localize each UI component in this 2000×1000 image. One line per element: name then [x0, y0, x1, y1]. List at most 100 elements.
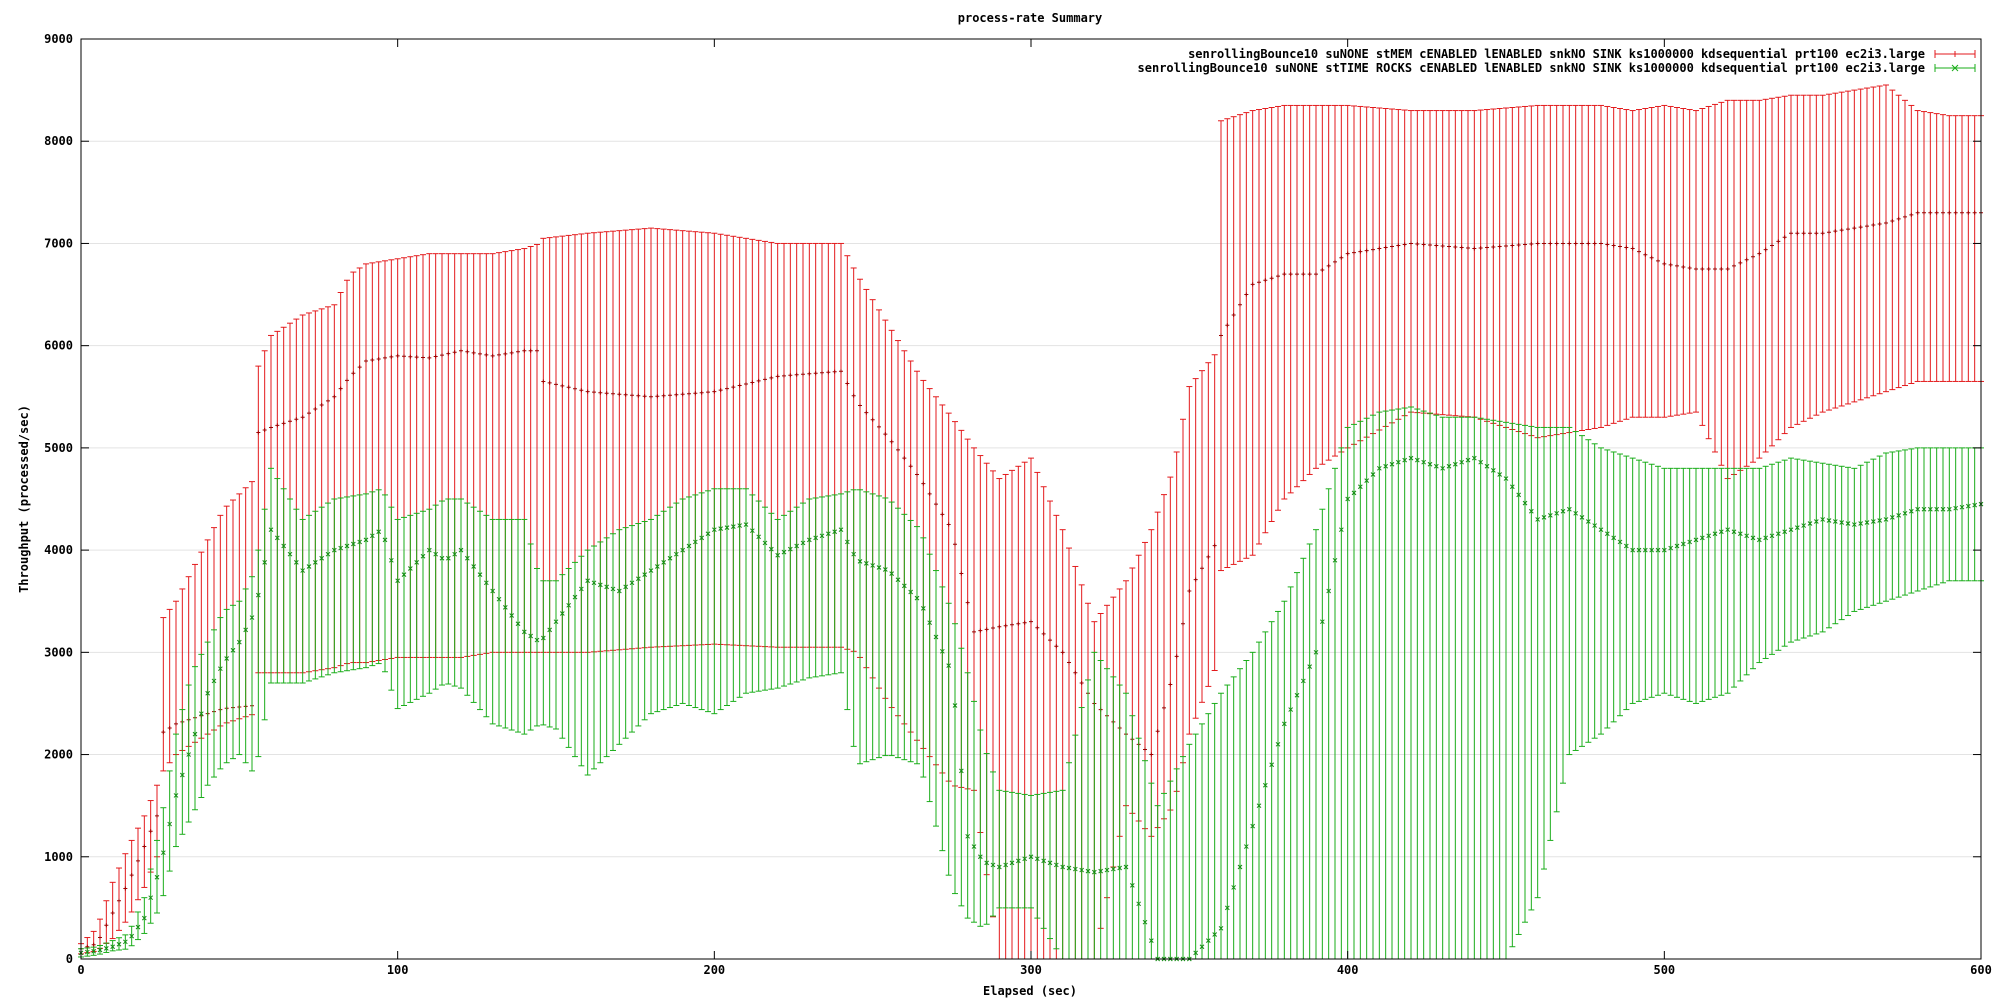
data-point	[1143, 747, 1147, 752]
data-point	[1808, 231, 1812, 236]
y-tick-label: 8000	[44, 134, 73, 148]
data-point	[1636, 547, 1642, 553]
data-point	[744, 382, 748, 386]
data-point	[1959, 504, 1965, 510]
data-point	[1123, 864, 1129, 870]
data-point	[1238, 302, 1242, 307]
data-point	[1642, 547, 1648, 553]
data-point	[1915, 506, 1921, 512]
data-point	[1586, 241, 1591, 246]
data-point	[1699, 535, 1705, 541]
data-point	[864, 410, 869, 415]
data-point	[1706, 267, 1711, 271]
data-point	[1864, 520, 1870, 525]
data-point	[1200, 566, 1204, 571]
data-point	[1788, 527, 1794, 533]
data-point	[421, 355, 425, 360]
data-point	[1048, 638, 1052, 643]
data-point	[1294, 692, 1300, 698]
data-point	[1896, 216, 1901, 221]
data-point	[1010, 622, 1014, 627]
data-point	[293, 560, 299, 565]
data-point	[572, 594, 578, 600]
data-point	[446, 351, 451, 356]
data-point	[1333, 259, 1337, 264]
data-point	[825, 531, 831, 537]
data-point	[1091, 869, 1097, 875]
data-point	[1560, 508, 1566, 514]
data-point	[287, 551, 293, 557]
data-point	[1795, 231, 1800, 236]
data-point	[1490, 468, 1496, 473]
data-point	[1516, 492, 1522, 498]
data-point	[230, 647, 236, 653]
data-point	[1358, 249, 1363, 254]
data-point	[1465, 457, 1471, 463]
data-point	[1257, 280, 1261, 285]
data-point	[775, 374, 780, 379]
data-point	[1428, 242, 1432, 247]
x-tick-label: 400	[1337, 963, 1359, 977]
data-point	[534, 637, 540, 643]
data-point	[705, 531, 711, 537]
data-point	[155, 813, 159, 818]
data-point	[1865, 224, 1869, 229]
data-point	[1605, 242, 1610, 247]
data-point	[426, 547, 432, 553]
data-point	[1275, 741, 1281, 747]
data-point	[1814, 231, 1819, 236]
data-point	[782, 373, 786, 378]
x-tick-label: 100	[387, 963, 409, 977]
data-point	[98, 935, 102, 940]
data-point	[1471, 455, 1477, 461]
data-point	[655, 394, 660, 399]
data-point	[1599, 241, 1603, 246]
data-point	[1047, 860, 1053, 866]
data-point	[1307, 664, 1313, 669]
data-point	[724, 525, 730, 530]
data-point	[914, 595, 920, 601]
data-point	[1060, 650, 1065, 655]
data-point	[1921, 506, 1927, 512]
data-point	[1909, 212, 1914, 217]
data-point	[1276, 274, 1280, 279]
data-point	[1218, 925, 1224, 931]
data-point	[547, 627, 553, 633]
data-point	[528, 633, 534, 639]
data-point	[1452, 461, 1458, 467]
data-point	[1041, 858, 1047, 864]
data-point	[1256, 803, 1262, 809]
data-point	[167, 821, 173, 827]
y-tick-label: 1000	[44, 850, 73, 864]
data-point	[522, 348, 527, 353]
data-point	[1624, 245, 1629, 250]
data-point	[1858, 521, 1864, 526]
data-point	[1250, 282, 1255, 287]
data-point	[427, 355, 432, 360]
data-point	[477, 572, 483, 577]
data-point	[1846, 227, 1850, 232]
data-point	[1282, 272, 1287, 277]
data-point	[167, 725, 172, 730]
data-point	[654, 564, 660, 569]
data-point	[1725, 267, 1730, 271]
data-point	[268, 527, 274, 533]
data-point	[1617, 539, 1623, 545]
data-point	[1903, 214, 1907, 219]
data-point	[1015, 858, 1021, 864]
data-point	[819, 533, 825, 539]
data-point	[452, 551, 458, 557]
data-point	[1680, 541, 1686, 547]
data-point	[1566, 506, 1572, 512]
data-point	[1219, 333, 1223, 338]
data-point	[357, 365, 362, 370]
data-point	[249, 615, 255, 620]
data-point	[129, 933, 135, 939]
data-point	[1149, 752, 1154, 757]
data-point	[509, 613, 515, 618]
data-point	[141, 915, 147, 921]
data-point	[1731, 529, 1737, 535]
data-point	[1889, 515, 1895, 520]
data-point	[1693, 537, 1699, 543]
